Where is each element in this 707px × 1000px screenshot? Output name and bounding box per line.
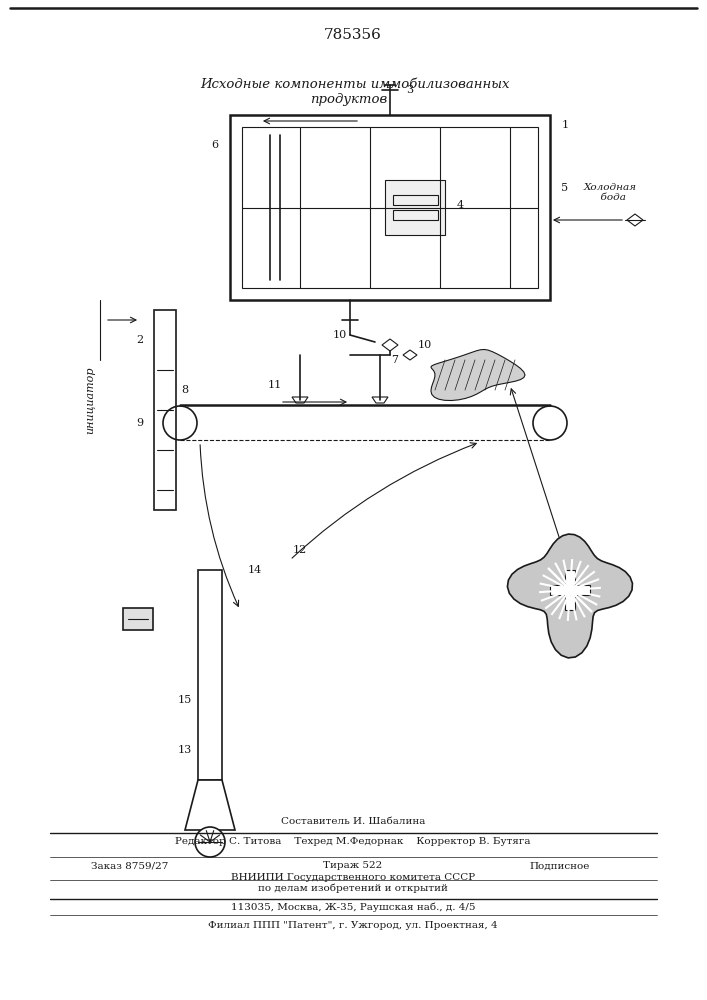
Polygon shape	[292, 397, 308, 403]
Bar	[230, 115, 550, 300]
Bar	[565, 570, 575, 610]
Polygon shape	[627, 214, 643, 226]
Text: 8: 8	[182, 385, 189, 395]
Text: Холодная
  бода: Холодная бода	[583, 183, 636, 202]
Circle shape	[195, 827, 225, 857]
Polygon shape	[382, 339, 398, 351]
Polygon shape	[508, 534, 633, 658]
Text: 13: 13	[178, 745, 192, 755]
Text: Тираж 522: Тираж 522	[323, 861, 382, 870]
Text: 113035, Москва, Ж-35, Раушская наб., д. 4/5: 113035, Москва, Ж-35, Раушская наб., д. …	[230, 902, 475, 912]
Bar	[123, 608, 153, 630]
Text: 11: 11	[268, 380, 282, 390]
Bar	[242, 127, 538, 288]
Bar	[393, 195, 438, 205]
Text: 785356: 785356	[324, 28, 382, 42]
Text: Подписное: Подписное	[530, 861, 590, 870]
Text: Филиал ППП "Патент", г. Ужгород, ул. Проектная, 4: Филиал ППП "Патент", г. Ужгород, ул. Про…	[208, 920, 498, 930]
Polygon shape	[185, 780, 235, 830]
Bar	[393, 210, 438, 220]
Bar	[550, 585, 590, 595]
Polygon shape	[403, 350, 417, 360]
Text: инициатор: инициатор	[85, 366, 95, 434]
Text: 10: 10	[418, 340, 432, 350]
Text: 9: 9	[136, 418, 144, 428]
Text: 1: 1	[561, 120, 568, 130]
Text: по делам изобретений и открытий: по делам изобретений и открытий	[258, 883, 448, 893]
Text: Заказ 8759/27: Заказ 8759/27	[91, 861, 169, 870]
Text: Исходные компоненты иммобилизованных: Исходные компоненты иммобилизованных	[200, 79, 510, 92]
Text: 15: 15	[178, 695, 192, 705]
Circle shape	[163, 406, 197, 440]
Text: 12: 12	[293, 545, 307, 555]
Bar	[385, 180, 445, 235]
Text: 14: 14	[248, 565, 262, 575]
Circle shape	[533, 406, 567, 440]
Polygon shape	[431, 349, 525, 401]
Text: Составитель И. Шабалина: Составитель И. Шабалина	[281, 818, 425, 826]
Text: 6: 6	[211, 140, 218, 150]
Text: продуктов: продуктов	[310, 94, 387, 106]
Bar	[154, 310, 176, 510]
Text: 3: 3	[407, 85, 414, 95]
Text: 5: 5	[561, 183, 568, 193]
Text: Редактор С. Титова    Техред М.Федорнак    Корректор В. Бутяга: Редактор С. Титова Техред М.Федорнак Кор…	[175, 836, 531, 846]
Text: ВНИИПИ Государственного комитета СССР: ВНИИПИ Государственного комитета СССР	[231, 872, 475, 882]
Bar	[198, 570, 222, 780]
Text: 2: 2	[136, 335, 144, 345]
Polygon shape	[372, 397, 388, 403]
Text: 7: 7	[392, 355, 399, 365]
Text: 4: 4	[457, 200, 464, 210]
Text: 10: 10	[333, 330, 347, 340]
